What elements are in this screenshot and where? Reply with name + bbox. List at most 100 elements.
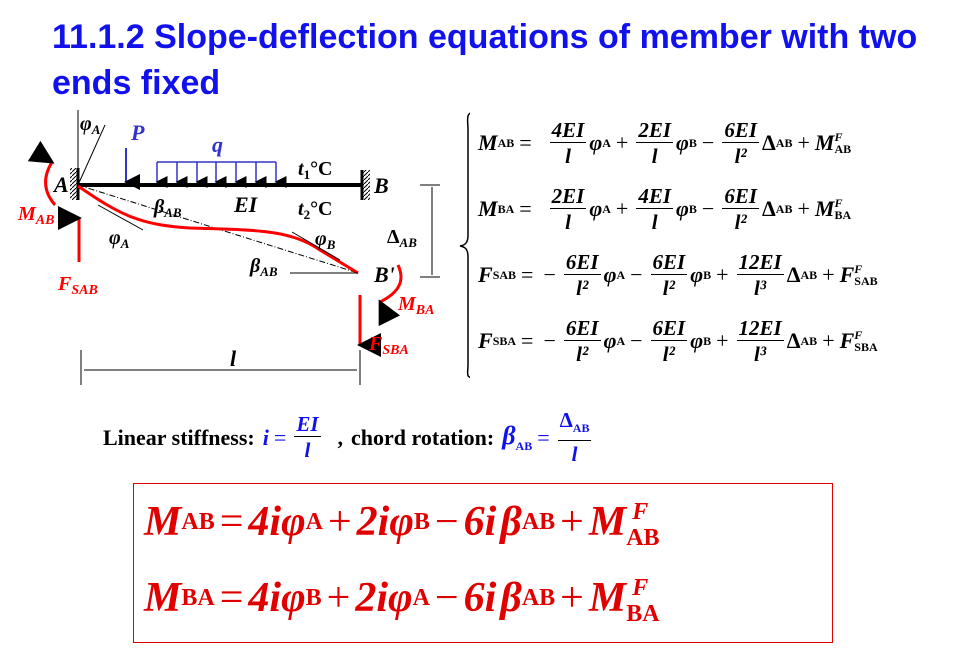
fixed-end-subscript: BA: [834, 208, 852, 222]
phi-subscript: A: [616, 333, 626, 348]
label-b-prime: B': [373, 262, 395, 287]
lhs-symbol: M: [478, 196, 498, 221]
coefficient-fraction: 6EI l²: [650, 315, 688, 366]
symbol-beta: βAB: [502, 421, 533, 454]
coefficient-fraction: 2EI l: [549, 183, 587, 234]
label-b: B: [373, 173, 389, 198]
sign: −: [543, 328, 556, 353]
phi: φ: [603, 328, 617, 353]
lhs-symbol: M: [478, 130, 498, 155]
coefficient-fraction: 12EI l³: [736, 249, 784, 300]
fixed-end-symbol: M: [814, 196, 835, 221]
fixed-end-symbol: M: [814, 130, 835, 155]
lhs-symbol: F: [478, 328, 493, 353]
beam-diagram: φA P q t1°C t2°C A B B' EI βAB φA φB βAB…: [17, 110, 470, 385]
delta: Δ: [786, 262, 801, 287]
label-t2: t2°C: [298, 198, 333, 222]
phi: φ: [690, 262, 704, 287]
phi-subscript: B: [688, 135, 697, 150]
phi-subscript: B: [688, 201, 697, 216]
sign: −: [701, 130, 715, 155]
sign: −: [701, 196, 715, 221]
coefficient-fraction: 6EI l²: [722, 117, 759, 168]
equation-row: F SBA = −6EI l² φ A −6EI l² φ B +12EI l³ Δ AB + F F S…: [478, 315, 878, 366]
sign: +: [615, 130, 629, 155]
coefficient-fraction: 6EI l²: [563, 315, 601, 366]
equals: =: [519, 196, 532, 221]
label-a: A: [52, 172, 69, 197]
coefficient-fraction: 12EI l³: [736, 315, 784, 366]
delta-subscript: AB: [800, 333, 818, 348]
lhs-subscript: SAB: [492, 267, 517, 282]
delta-subscript: AB: [775, 201, 793, 216]
phi-subscript: B: [703, 333, 712, 348]
length-dimension: [80, 350, 361, 385]
label-f-sba: FSBA: [368, 333, 409, 358]
fraction-ei-over-l: EI l: [294, 412, 321, 463]
boxed-equation: M BA = 4i φ B + 2i φ A − 6i β AB + M F BA: [144, 575, 660, 627]
boxed-equation: M AB = 4i φ A + 2i φ B − 6i β AB + M F AB: [144, 499, 660, 551]
label-phi-b: φB: [315, 228, 336, 252]
sign: +: [716, 328, 729, 353]
equals: =: [519, 130, 532, 155]
equation-row: M AB = 4EI l φ A +2EI l φ B −6EI l² Δ AB + M F AB: [478, 117, 852, 168]
delta-subscript: AB: [775, 135, 793, 150]
coefficient-fraction: 2EI l: [636, 117, 673, 168]
label-beta-ab-2: βAB: [249, 255, 278, 279]
label-f-sab: FSAB: [57, 273, 98, 298]
linear-stiffness-label: Linear stiffness:: [103, 424, 255, 450]
moment-b-arrow: [378, 264, 403, 327]
deflection-dimension: [420, 184, 440, 278]
label-q: q: [212, 132, 223, 157]
label-m-ab: MAB: [17, 203, 54, 228]
boxed-equations: M AB = 4i φ A + 2i φ B − 6i β AB + M F AB M BA = 4…: [133, 483, 833, 643]
separator: ,: [337, 424, 344, 450]
phi-subscript: A: [602, 201, 611, 216]
phi-subscript: A: [602, 135, 611, 150]
delta: Δ: [762, 130, 776, 155]
sign: −: [543, 262, 556, 287]
delta: Δ: [762, 196, 776, 221]
sign: +: [716, 262, 729, 287]
phi: φ: [690, 328, 704, 353]
label-ei: EI: [233, 192, 259, 217]
phi: φ: [676, 196, 689, 221]
equation-brace: [459, 112, 470, 379]
label-delta-ab: ΔAB: [387, 226, 417, 250]
fixed-support-a: [70, 168, 78, 200]
equals: =: [521, 328, 534, 353]
phi: φ: [603, 262, 617, 287]
equals: =: [537, 424, 550, 450]
fixed-end-subscript: AB: [834, 142, 852, 156]
label-phi-a-top: φA: [80, 113, 101, 137]
phi: φ: [589, 130, 603, 155]
phi-subscript: A: [616, 267, 626, 282]
equation-row: M BA = 2EI l φ A +4EI l φ B −6EI l² Δ AB + M F BA: [478, 183, 852, 234]
phi: φ: [676, 130, 689, 155]
label-phi-a: φA: [109, 227, 130, 251]
label-l: l: [230, 346, 237, 371]
sign: −: [630, 262, 643, 287]
fixed-end-subscript: SBA: [854, 340, 878, 354]
coefficient-fraction: 6EI l²: [722, 183, 759, 234]
label-p: P: [130, 120, 145, 145]
deflected-curve: [77, 184, 359, 275]
label-beta-ab-1: βAB: [153, 196, 182, 220]
fixed-end-symbol: F: [839, 328, 855, 353]
lhs-subscript: BA: [497, 201, 515, 216]
sign: −: [630, 328, 643, 353]
delta: Δ: [786, 328, 801, 353]
slope-deflection-equations: M AB = 4EI l φ A +2EI l φ B −6EI l² Δ AB + M F AB M BA…: [468, 110, 958, 374]
fixed-end-symbol: F: [839, 262, 855, 287]
label-t1: t1°C: [298, 158, 333, 182]
delta-subscript: AB: [800, 267, 818, 282]
lhs-symbol: F: [478, 262, 493, 287]
symbol-i: i: [262, 424, 269, 450]
coefficient-fraction: 6EI l²: [563, 249, 601, 300]
sign: +: [615, 196, 629, 221]
phi-subscript: B: [703, 267, 712, 282]
phi: φ: [589, 196, 603, 221]
distributed-load: [155, 161, 287, 188]
page-title: 11.1.2 Slope-deflection equations of mem…: [52, 18, 918, 102]
lhs-subscript: AB: [497, 135, 515, 150]
